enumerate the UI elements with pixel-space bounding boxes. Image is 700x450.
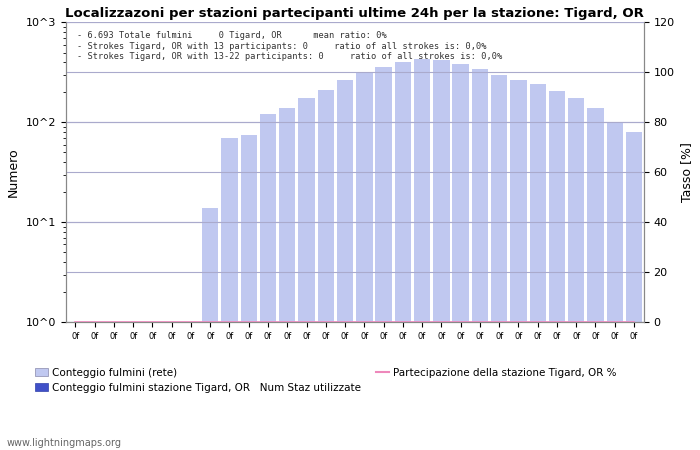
Bar (86, 322, 103, 450)
Bar (529, 85, 546, 450)
Bar (626, 132, 642, 450)
Bar (164, 322, 180, 450)
Legend: Conteggio fulmini (rete), Conteggio fulmini stazione Tigard, OR   Num Staz utili: Conteggio fulmini (rete), Conteggio fulm… (31, 364, 621, 397)
Bar (67, 322, 83, 450)
Bar (375, 67, 392, 450)
Bar (395, 62, 411, 450)
Y-axis label: Numero: Numero (7, 148, 20, 197)
Bar (356, 73, 372, 450)
Text: www.lightningmaps.org: www.lightningmaps.org (7, 437, 122, 447)
Y-axis label: Tasso [%]: Tasso [%] (680, 143, 693, 202)
Bar (414, 59, 430, 450)
Bar (452, 64, 469, 450)
Bar (433, 60, 449, 450)
Bar (607, 122, 623, 450)
Bar (587, 108, 603, 450)
Bar (279, 108, 295, 450)
Bar (125, 322, 141, 450)
Bar (318, 90, 334, 450)
Bar (183, 322, 199, 450)
Bar (241, 135, 257, 450)
Bar (106, 322, 122, 450)
Title: Localizzazoni per stazioni partecipanti ultime 24h per la stazione: Tigard, OR: Localizzazoni per stazioni partecipanti … (65, 7, 644, 20)
Bar (491, 76, 508, 450)
Bar (337, 80, 354, 450)
Bar (144, 322, 160, 450)
Bar (202, 208, 218, 450)
Bar (221, 138, 238, 450)
Text: - 6.693 Totale fulmini     0 Tigard, OR      mean ratio: 0%
- Strokes Tigard, OR: - 6.693 Totale fulmini 0 Tigard, OR mean… (77, 32, 503, 61)
Bar (260, 114, 276, 450)
Bar (568, 98, 584, 450)
Bar (549, 91, 565, 450)
Bar (298, 98, 315, 450)
Bar (510, 80, 526, 450)
Bar (472, 69, 488, 450)
